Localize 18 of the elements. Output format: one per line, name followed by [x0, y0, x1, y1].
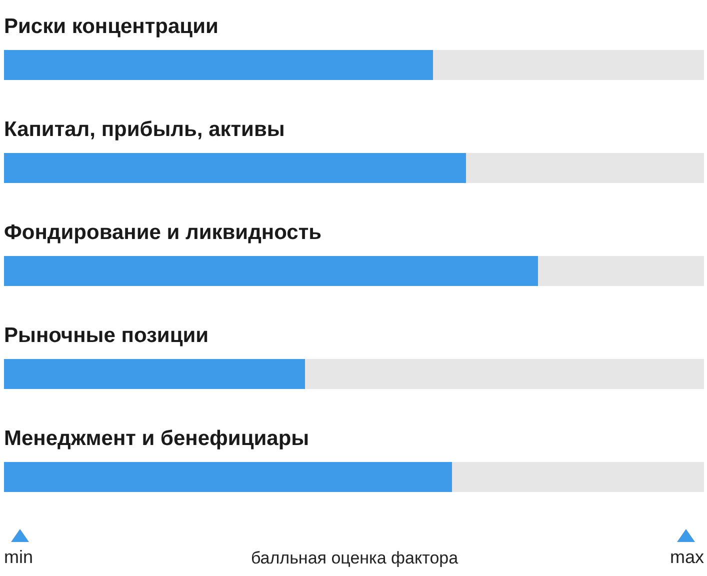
- annotation: max: [670, 546, 704, 567]
- bar: [433, 50, 704, 80]
- y-tick-label: Рыночные позиции: [4, 324, 209, 347]
- bar: [452, 462, 704, 492]
- bar: [466, 153, 704, 183]
- bar: [4, 359, 305, 389]
- bar: [4, 50, 434, 80]
- y-tick-label: Капитал, прибыль, активы: [4, 118, 285, 141]
- bar: [305, 359, 704, 389]
- y-tick-label: Менеджмент и бенефициары: [4, 426, 310, 450]
- y-tick-label: Фондирование и ликвидность: [4, 220, 322, 244]
- bar: [538, 256, 704, 286]
- y-tick-label: Риски концентрации: [4, 14, 218, 38]
- bar: [4, 153, 466, 183]
- bar: [4, 462, 452, 492]
- bar: [4, 256, 538, 286]
- annotation: min: [4, 546, 34, 567]
- x-axis-title: балльная оценка фактора: [250, 548, 459, 568]
